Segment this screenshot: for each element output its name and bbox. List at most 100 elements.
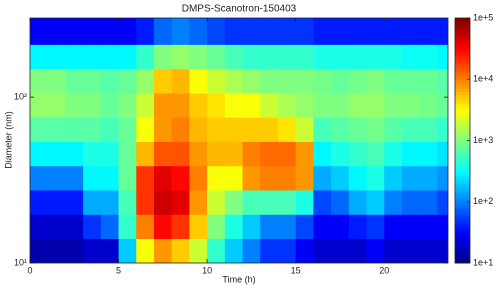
heatmap-cell: [207, 68, 226, 94]
heatmap-cell: [313, 141, 332, 167]
heatmap-cell: [30, 214, 49, 239]
colorbar-swatch: [455, 21, 470, 25]
colorbar-swatch: [455, 220, 470, 224]
heatmap-cell: [171, 18, 190, 45]
heatmap-cell: [224, 18, 244, 45]
colorbar-swatch: [455, 256, 470, 261]
heatmap-cell: [419, 117, 438, 142]
heatmap-cell: [136, 238, 155, 263]
colorbar-swatch: [455, 174, 470, 178]
colorbar-swatch: [455, 186, 470, 190]
heatmap-cell: [295, 18, 314, 45]
heatmap-cell: [260, 93, 279, 118]
heatmap-cell: [189, 214, 208, 239]
heatmap-cell: [348, 238, 368, 263]
colorbar-swatch: [455, 143, 470, 148]
colorbar-swatch: [455, 106, 470, 111]
heatmap-cell: [207, 18, 226, 45]
heatmap-cell: [348, 165, 368, 191]
colorbar-swatch: [455, 30, 470, 34]
heatmap-cell: [277, 214, 297, 239]
heatmap-cell: [136, 141, 155, 167]
heatmap-cell: [189, 165, 208, 191]
heatmap-cell: [419, 18, 438, 45]
heatmap-cell: [331, 238, 350, 263]
heatmap-cell: [65, 189, 84, 215]
heatmap-cell: [260, 141, 279, 167]
heatmap-cell: [331, 44, 350, 70]
heatmap-cell: [277, 189, 297, 215]
heatmap-cell: [171, 214, 190, 239]
colorbar-swatch: [455, 253, 470, 258]
heatmap-cell: [348, 18, 368, 45]
heatmap-cell: [83, 189, 102, 215]
colorbar-swatch: [455, 76, 470, 80]
heatmap-cell: [295, 165, 314, 191]
heatmap-cell: [47, 18, 66, 45]
heatmap-cell: [30, 18, 49, 45]
heatmap-cell: [171, 117, 190, 142]
heatmap-cell: [260, 44, 279, 70]
colorbar-swatch: [455, 100, 470, 105]
heatmap-cell: [366, 189, 385, 215]
heatmap-cell: [30, 68, 49, 94]
heatmap-cell: [65, 68, 84, 94]
heatmap-cell: [83, 141, 102, 167]
heatmap-cell: [171, 141, 190, 167]
colorbar-swatch: [455, 158, 470, 163]
heatmap-cell: [153, 214, 173, 239]
heatmap-cell: [207, 189, 226, 215]
colorbar-swatch: [455, 125, 470, 129]
x-tick-label: 0: [27, 265, 32, 275]
heatmap-cell: [277, 238, 297, 263]
heatmap-cell: [313, 117, 332, 142]
heatmap-cell: [384, 214, 403, 239]
heatmap-cell: [47, 165, 66, 191]
heatmap-cell: [47, 189, 66, 215]
heatmap-cell: [437, 189, 448, 215]
heatmap-cell: [384, 93, 403, 118]
colorbar-swatch: [455, 36, 470, 40]
colorbar-swatch: [455, 54, 470, 59]
colorbar-swatch: [455, 161, 470, 166]
heatmap-cell: [224, 117, 244, 142]
heatmap-cell: [348, 93, 368, 118]
heatmap-cell: [437, 117, 448, 142]
heatmap-cell: [331, 18, 350, 45]
heatmap-cell: [331, 141, 350, 167]
heatmap-cell: [260, 18, 279, 45]
colorbar-tick-label: 1e+3: [473, 135, 493, 145]
heatmap-cell: [419, 189, 438, 215]
heatmap-cell: [47, 44, 66, 70]
heatmap-cell: [100, 214, 120, 239]
colorbar-swatch: [455, 51, 470, 56]
heatmap-cell: [277, 141, 297, 167]
colorbar-swatch: [455, 247, 470, 252]
colorbar-swatch: [455, 82, 470, 86]
heatmap-cell: [366, 44, 385, 70]
heatmap-cell: [207, 238, 226, 263]
colorbar-swatch: [455, 112, 470, 117]
heatmap-cell: [153, 18, 173, 45]
colorbar-swatch: [455, 183, 470, 187]
heatmap-cell: [136, 214, 155, 239]
x-tick-label: 20: [379, 265, 389, 275]
colorbar-swatch: [455, 180, 470, 184]
heatmap-cell: [207, 117, 226, 142]
heatmap-cell: [437, 141, 448, 167]
colorbar-swatch: [455, 48, 470, 53]
heatmap-cell: [437, 68, 448, 94]
heatmap-cell: [65, 165, 84, 191]
heatmap-cell: [83, 44, 102, 70]
colorbar-swatch: [455, 39, 470, 43]
colorbar-swatch: [455, 27, 470, 31]
heatmap-cell: [366, 238, 385, 263]
heatmap-cell: [419, 238, 438, 263]
colorbar-swatch: [455, 97, 470, 102]
heatmap-cell: [136, 93, 155, 118]
colorbar-swatch: [455, 250, 470, 255]
heatmap-cell: [348, 68, 368, 94]
heatmap-cell: [331, 165, 350, 191]
heatmap-cell: [260, 214, 279, 239]
colorbar-swatch: [455, 168, 470, 172]
